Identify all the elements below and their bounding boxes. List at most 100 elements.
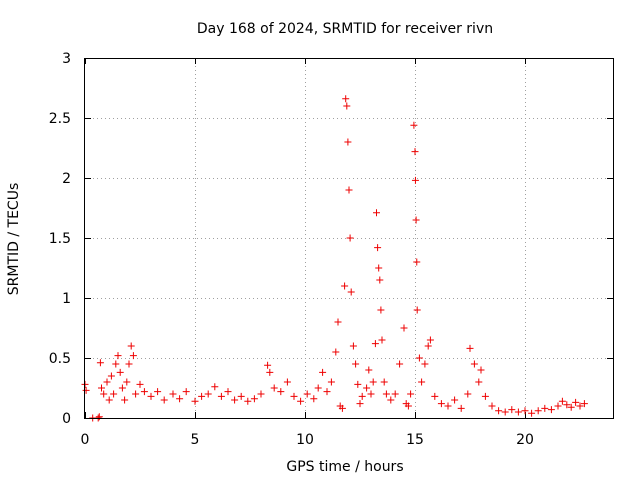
data-point	[547, 406, 555, 414]
y-tick-label: 1.5	[49, 231, 71, 247]
data-point	[136, 380, 144, 388]
x-tick-label: 5	[191, 432, 200, 448]
data-point	[437, 400, 445, 408]
data-point	[121, 396, 129, 404]
data-point	[160, 396, 168, 404]
data-point	[154, 388, 162, 396]
data-point	[341, 282, 349, 290]
data-point	[127, 342, 135, 350]
data-point	[347, 288, 355, 296]
data-point	[103, 378, 111, 386]
data-point	[558, 397, 566, 405]
data-point	[211, 383, 219, 391]
data-point	[477, 366, 485, 374]
grid	[85, 58, 613, 418]
data-point	[567, 403, 575, 411]
data-point	[112, 360, 120, 368]
data-point	[424, 342, 432, 350]
data-point	[343, 102, 351, 110]
data-point	[576, 402, 584, 410]
data-point	[327, 378, 335, 386]
data-point	[470, 360, 478, 368]
data-point	[342, 95, 350, 103]
data-point	[314, 384, 322, 392]
data-point	[534, 407, 542, 415]
data-point	[110, 390, 118, 398]
data-point	[310, 395, 318, 403]
data-point	[410, 121, 418, 129]
data-point	[123, 378, 131, 386]
data-point	[377, 306, 385, 314]
plot-frame	[84, 58, 614, 419]
data-point	[521, 407, 529, 415]
data-point	[371, 340, 379, 348]
data-point	[169, 390, 177, 398]
data-point	[495, 407, 503, 415]
data-point	[426, 336, 434, 344]
data-point	[344, 138, 352, 146]
data-point	[431, 392, 439, 400]
data-point	[334, 318, 342, 326]
data-point	[114, 352, 122, 360]
data-point	[264, 361, 272, 369]
data-point	[349, 342, 357, 350]
data-point	[444, 402, 452, 410]
y-tick-labels: 0 0.5 1 1.5 2 2.5 3	[49, 51, 71, 427]
data-point	[404, 402, 412, 410]
y-tick-label: 0	[62, 411, 71, 427]
data-point	[413, 306, 421, 314]
data-point	[132, 390, 140, 398]
data-point	[367, 390, 375, 398]
data-point	[396, 360, 404, 368]
data-point	[345, 186, 353, 194]
data-point	[514, 408, 522, 416]
data-point	[125, 360, 133, 368]
data-point	[198, 392, 206, 400]
data-point	[374, 244, 382, 252]
data-point	[147, 392, 155, 400]
data-point	[95, 413, 103, 421]
data-point	[363, 384, 371, 392]
data-point	[107, 372, 115, 380]
data-point	[451, 396, 459, 404]
data-point	[346, 234, 354, 242]
x-tick-label: 15	[406, 432, 424, 448]
data-point	[488, 402, 496, 410]
chart-title: Day 168 of 2024, SRMTID for receiver riv…	[197, 21, 493, 37]
data-point	[373, 209, 380, 217]
data-point	[277, 388, 285, 396]
data-point	[217, 392, 225, 400]
data-point	[481, 392, 489, 400]
data-point	[380, 378, 388, 386]
y-tick-label: 1	[62, 291, 71, 307]
data-point	[418, 378, 426, 386]
data-point	[464, 390, 472, 398]
x-tick-label: 10	[296, 432, 314, 448]
data-point	[358, 392, 366, 400]
data-point	[297, 397, 305, 405]
data-point	[283, 378, 291, 386]
data-point	[129, 352, 137, 360]
data-point	[323, 388, 331, 396]
data-point	[338, 404, 346, 412]
data-point	[421, 360, 429, 368]
data-point	[580, 400, 588, 408]
data-point	[541, 404, 549, 412]
data-point	[387, 396, 395, 404]
data-point	[466, 344, 474, 352]
data-point	[270, 384, 278, 392]
data-point	[257, 390, 265, 398]
data-point	[176, 395, 184, 403]
data-point	[204, 390, 212, 398]
data-point	[303, 390, 311, 398]
data-point	[105, 396, 113, 404]
data-points	[81, 95, 588, 422]
data-point	[191, 397, 199, 405]
y-axis-label: SRMTID / TECUs	[6, 183, 22, 296]
data-point	[96, 359, 104, 367]
data-point	[378, 336, 386, 344]
data-point	[319, 368, 327, 376]
data-point	[266, 368, 274, 376]
x-tick-label: 20	[516, 432, 534, 448]
data-point	[475, 378, 483, 386]
